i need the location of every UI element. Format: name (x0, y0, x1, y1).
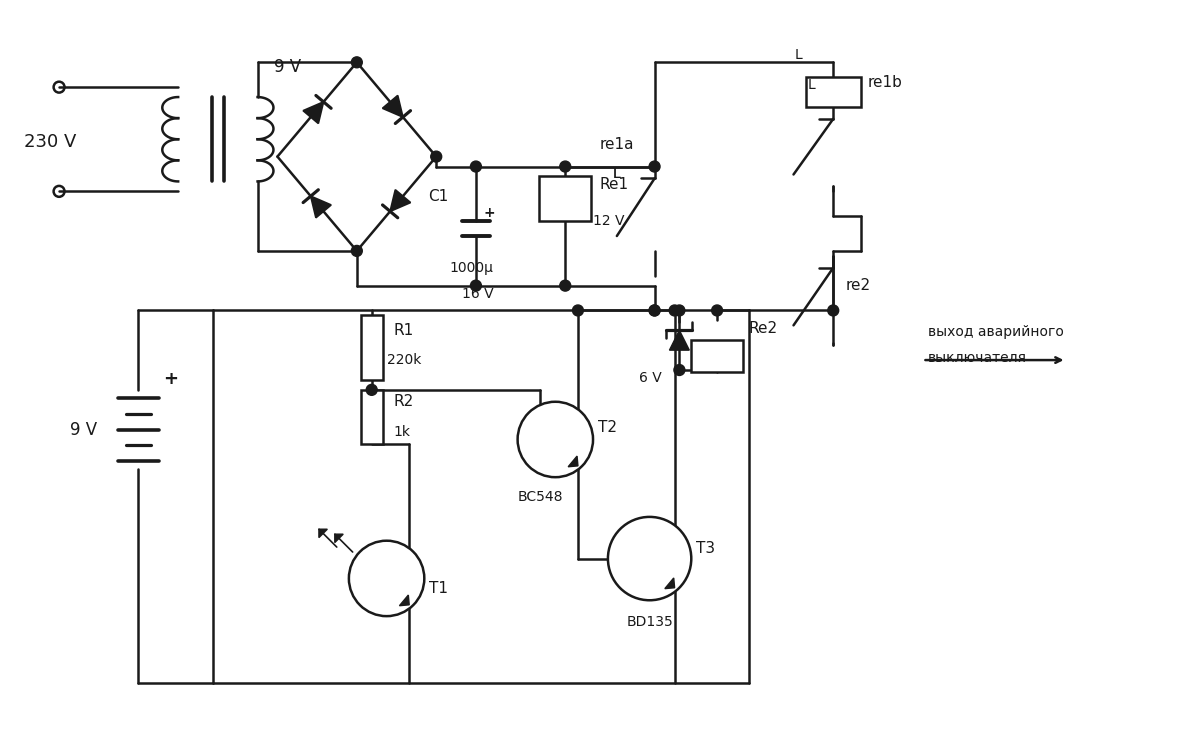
Text: 230 V: 230 V (24, 132, 76, 151)
Text: Re2: Re2 (749, 321, 778, 336)
Text: 12 V: 12 V (593, 214, 625, 228)
Text: выключателя: выключателя (927, 351, 1027, 365)
Text: L: L (795, 48, 802, 62)
Text: +: + (163, 370, 178, 388)
Polygon shape (319, 529, 327, 538)
Circle shape (351, 246, 362, 256)
Text: 6 V: 6 V (639, 371, 662, 385)
Text: 1k: 1k (393, 425, 411, 439)
Circle shape (712, 305, 723, 316)
Polygon shape (311, 196, 331, 218)
Text: T1: T1 (429, 581, 448, 596)
Bar (361, 390, 382, 445)
Circle shape (608, 517, 691, 600)
Text: 9 V: 9 V (274, 58, 301, 76)
Text: 9 V: 9 V (71, 420, 98, 439)
Polygon shape (399, 595, 409, 606)
Text: 16 V: 16 V (462, 286, 494, 300)
Polygon shape (390, 189, 411, 212)
Circle shape (430, 151, 442, 162)
Bar (539, 176, 592, 221)
Text: T2: T2 (598, 420, 617, 435)
Circle shape (366, 384, 378, 395)
Text: re1b: re1b (868, 75, 903, 90)
Text: T3: T3 (697, 541, 716, 556)
Text: re1a: re1a (600, 137, 635, 152)
Circle shape (669, 305, 680, 316)
Circle shape (649, 161, 660, 172)
Text: 1000μ: 1000μ (449, 260, 492, 275)
Circle shape (517, 402, 593, 477)
Text: re2: re2 (845, 278, 870, 293)
Text: BC548: BC548 (517, 490, 563, 504)
Circle shape (649, 305, 660, 316)
Text: C1: C1 (428, 189, 448, 204)
Text: +: + (483, 206, 495, 221)
Text: Re1: Re1 (600, 177, 629, 192)
Text: R1: R1 (393, 323, 413, 337)
Circle shape (674, 365, 685, 375)
Text: BD135: BD135 (626, 615, 673, 629)
Circle shape (559, 280, 571, 291)
Polygon shape (335, 534, 343, 542)
Text: R2: R2 (393, 394, 413, 409)
Circle shape (828, 305, 839, 316)
Bar (691, 340, 743, 372)
Circle shape (559, 161, 571, 172)
Text: 220k: 220k (387, 353, 421, 367)
Circle shape (572, 305, 583, 316)
Polygon shape (568, 456, 578, 467)
Text: L: L (808, 78, 815, 92)
Bar (361, 315, 382, 380)
Text: L: L (613, 167, 620, 181)
Polygon shape (664, 578, 675, 588)
Circle shape (471, 161, 482, 172)
Circle shape (674, 305, 685, 316)
Bar (805, 77, 860, 107)
Polygon shape (669, 330, 690, 350)
Polygon shape (382, 95, 403, 117)
Polygon shape (304, 102, 324, 124)
Circle shape (471, 280, 482, 291)
Text: выход аварийного: выход аварийного (927, 326, 1064, 339)
Circle shape (349, 541, 424, 616)
Text: L: L (613, 167, 620, 181)
Circle shape (649, 305, 660, 316)
Circle shape (351, 57, 362, 68)
